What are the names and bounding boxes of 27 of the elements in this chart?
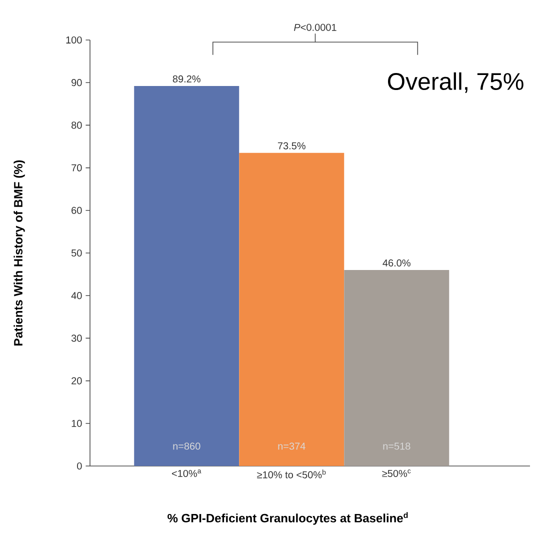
y-tick-label: 80: [72, 122, 82, 129]
data-label: 89.2%: [172, 75, 200, 82]
bar: [239, 152, 344, 466]
y-tick-label: 60: [72, 206, 82, 214]
y-tick-label: 40: [71, 292, 82, 300]
x-axis-title: % GPI-Deficient Granulocytes at Baseline$^{d}$: [168, 512, 408, 525]
bar: [134, 86, 240, 466]
annotation: Overall, 75%: [388, 72, 524, 93]
y-axis-title: Patients With History of BMF (%): [14, 160, 25, 346]
annotation: n=374: [278, 442, 306, 450]
y-tick-label: 30: [71, 334, 82, 342]
annotation: n=860: [173, 442, 200, 450]
data-label: 46.0%: [382, 259, 410, 266]
data-label: 73.5%: [278, 142, 306, 150]
y-tick-label: 70: [72, 164, 82, 172]
x-tick-label: ≥50%$^{c}$: [382, 470, 411, 478]
annotation: n=518: [383, 442, 410, 450]
y-tick-label: 20: [72, 377, 82, 384]
bar: [344, 270, 450, 466]
y-tick-label: 90: [72, 79, 82, 86]
y-tick-label: 50: [71, 249, 82, 257]
y-tick-label: 0: [77, 462, 82, 470]
text: P<0.0001: [294, 24, 336, 31]
x-tick-label: ≥10% to <50%$^{b}$: [257, 470, 326, 478]
y-tick-label: 10: [72, 420, 82, 427]
y-tick-label: 100: [66, 36, 82, 44]
x-tick-label: <10%$^{a}$: [172, 470, 202, 478]
